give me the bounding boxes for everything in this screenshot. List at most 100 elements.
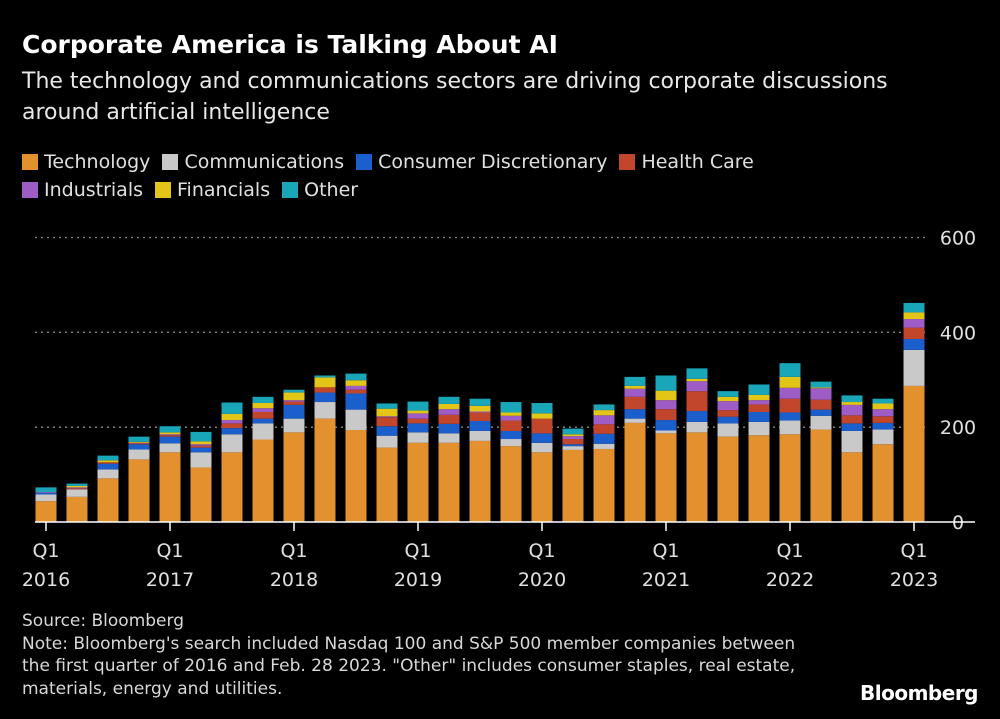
- bar-segment-financials: [159, 432, 181, 435]
- bar-segment-health-care: [252, 411, 274, 419]
- bar-segment-consumer-discretionary: [872, 422, 894, 430]
- bar-segment-health-care: [159, 435, 181, 437]
- legend-swatch: [22, 182, 38, 198]
- bar-segment-other: [35, 487, 57, 493]
- bar-segment-consumer-discretionary: [314, 392, 336, 403]
- x-tick-label-quarter: Q1: [404, 540, 431, 562]
- bar-segment-financials: [531, 413, 553, 419]
- x-tick-label-quarter: Q1: [32, 540, 59, 562]
- bar-segment-financials: [252, 402, 274, 409]
- bar-segment-financials: [376, 408, 398, 417]
- bar-segment-consumer-discretionary: [810, 409, 832, 416]
- legend-swatch: [22, 154, 38, 170]
- legend-swatch: [619, 154, 636, 170]
- bar-segment-health-care: [872, 416, 894, 423]
- bar-segment-technology: [345, 430, 367, 522]
- x-tick-label-year: 2018: [270, 569, 318, 591]
- bar-segment-industrials: [872, 409, 894, 417]
- bar-segment-consumer-discretionary: [97, 463, 119, 470]
- bar-segment-consumer-discretionary: [562, 444, 584, 447]
- bar-segment-health-care: [779, 398, 801, 413]
- legend-label: Financials: [177, 179, 271, 201]
- bar-segment-health-care: [562, 439, 584, 445]
- bar-segment-financials: [469, 405, 491, 412]
- bar-segment-technology: [159, 452, 181, 522]
- legend: Technology Communications Consumer Discret…: [22, 148, 922, 204]
- bar-segment-technology: [35, 501, 57, 522]
- bar-segment-industrials: [283, 400, 305, 402]
- bar-segment-technology: [748, 435, 770, 522]
- bar-segment-communications: [903, 349, 925, 386]
- legend-label: Industrials: [44, 179, 144, 201]
- bar-segment-other: [469, 398, 491, 406]
- bar-segment-other: [717, 391, 739, 397]
- bar-segment-financials: [283, 392, 305, 401]
- bar-segment-technology: [252, 439, 274, 522]
- bar-segment-technology: [314, 418, 336, 522]
- bar-segment-health-care: [810, 399, 832, 410]
- bar-segment-technology: [128, 459, 150, 522]
- bar-segment-financials: [562, 434, 584, 437]
- bar-segment-industrials: [438, 409, 460, 415]
- bar-segment-communications: [469, 430, 491, 441]
- legend-item: Other: [282, 176, 358, 204]
- y-tick-label: 200: [940, 417, 976, 439]
- bar-segment-financials: [66, 485, 88, 488]
- bar-segment-communications: [500, 439, 522, 447]
- bar-segment-financials: [407, 410, 429, 414]
- bar-segment-technology: [562, 449, 584, 522]
- x-tick-label-year: 2017: [146, 569, 194, 591]
- y-tick-label: 600: [940, 228, 976, 250]
- bar-segment-technology: [97, 478, 119, 522]
- bar-segment-health-care: [624, 396, 646, 410]
- bar-segment-other: [407, 401, 429, 411]
- bar-segment-technology: [500, 446, 522, 522]
- bar-segment-other: [252, 396, 274, 403]
- bar-segment-other: [438, 396, 460, 404]
- bar-segment-industrials: [500, 415, 522, 421]
- bar-segment-technology: [376, 447, 398, 522]
- bar-segment-other: [376, 403, 398, 409]
- bar-segment-industrials: [66, 487, 88, 489]
- legend-item: Industrials: [22, 176, 143, 204]
- bar-segment-communications: [562, 446, 584, 450]
- bar-segment-consumer-discretionary: [35, 493, 57, 495]
- bar-segment-consumer-discretionary: [159, 436, 181, 444]
- bar-segment-communications: [841, 430, 863, 453]
- y-tick-label: 0: [952, 512, 964, 534]
- bar-segment-health-care: [686, 391, 708, 412]
- bar-segment-financials: [97, 460, 119, 463]
- bar-segment-health-care: [407, 418, 429, 424]
- bar-segment-other: [531, 402, 553, 414]
- bar-segment-technology: [717, 436, 739, 522]
- bar-segment-financials: [128, 441, 150, 443]
- bar-segment-financials: [872, 403, 894, 410]
- x-tick-label-year: 2022: [766, 569, 814, 591]
- bar-segment-communications: [345, 409, 367, 431]
- bar-segment-consumer-discretionary: [283, 404, 305, 419]
- bar-segment-other: [190, 431, 212, 442]
- x-tick-label-quarter: Q1: [900, 540, 927, 562]
- x-tick-label-year: 2021: [642, 569, 690, 591]
- bar-segment-other: [686, 368, 708, 379]
- bar-segment-consumer-discretionary: [469, 421, 491, 431]
- bar-segment-financials: [500, 412, 522, 416]
- bar-segment-health-care: [128, 443, 150, 445]
- legend-swatch: [282, 182, 299, 198]
- legend-item: Technology: [22, 148, 150, 176]
- bar-segment-other: [345, 373, 367, 381]
- x-tick-label-year: 2016: [22, 569, 70, 591]
- bar-segment-industrials: [376, 416, 398, 418]
- bar-segment-communications: [314, 402, 336, 419]
- legend-label: Other: [304, 179, 359, 201]
- bar-segment-industrials: [841, 404, 863, 416]
- bar-segment-health-care: [97, 462, 119, 464]
- bloomberg-logo: Bloomberg: [860, 681, 978, 705]
- bar-segment-industrials: [903, 319, 925, 328]
- bar-segment-technology: [593, 448, 615, 522]
- bar-segment-technology: [221, 452, 243, 522]
- bar-segment-consumer-discretionary: [686, 411, 708, 422]
- bar-segment-communications: [376, 435, 398, 448]
- bar-segment-other: [903, 302, 925, 313]
- bar-segment-health-care: [376, 417, 398, 427]
